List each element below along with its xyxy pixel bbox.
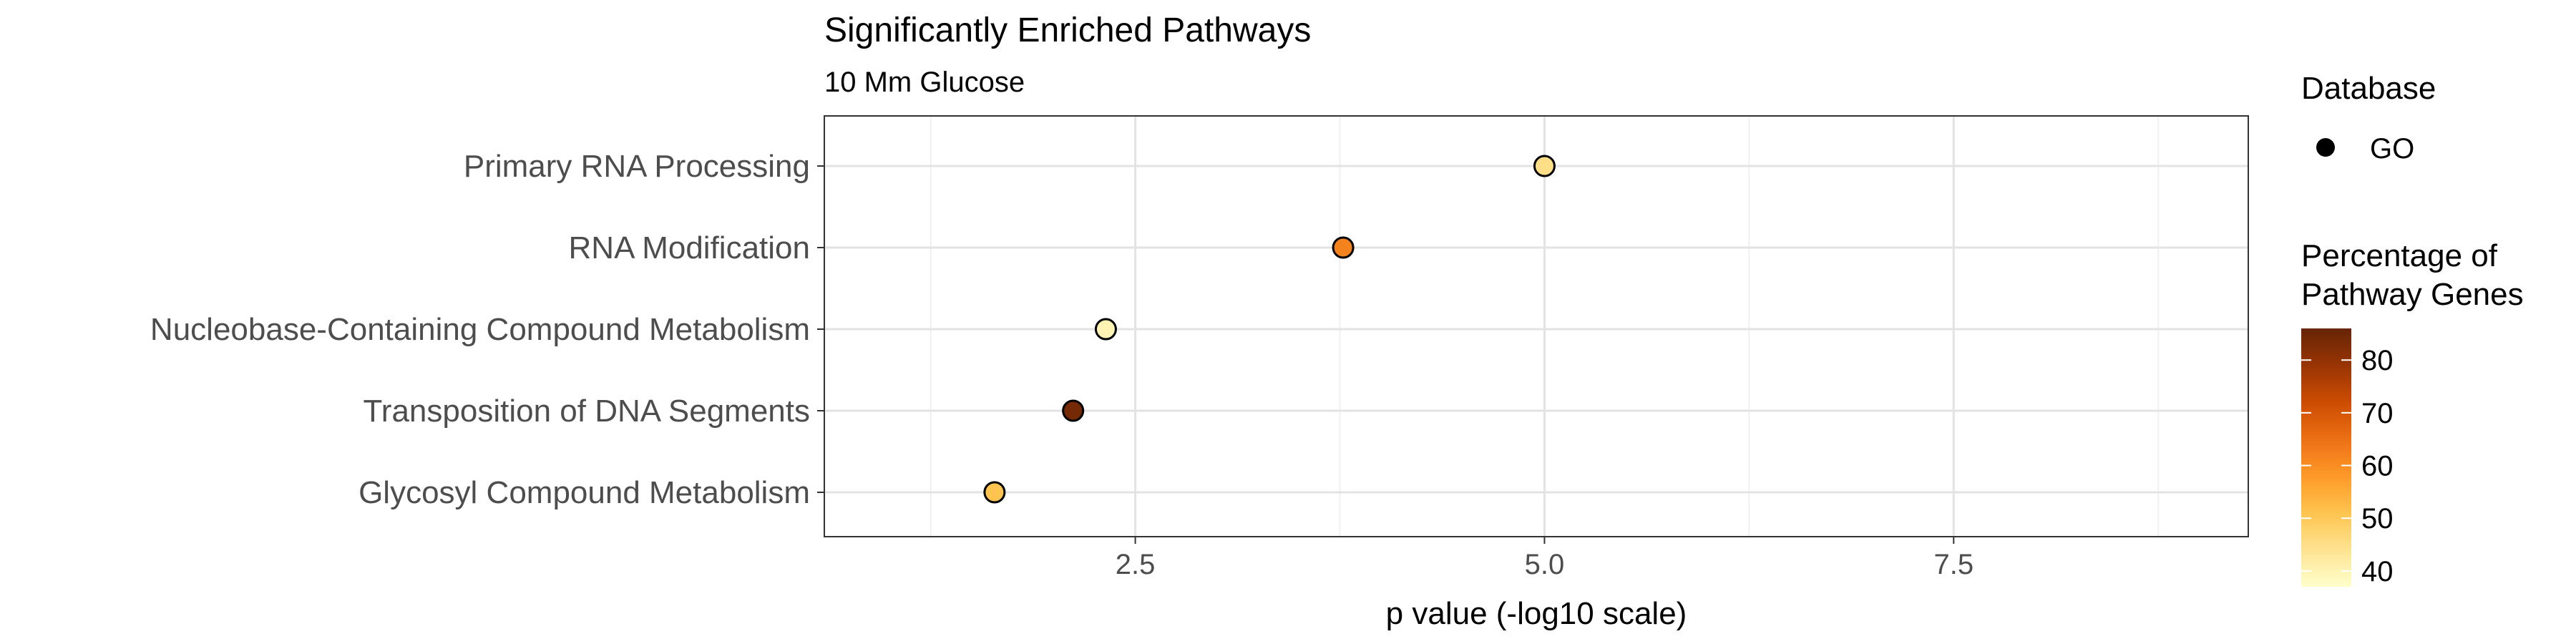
data-points bbox=[983, 155, 1556, 504]
plot-panel-border bbox=[824, 115, 2249, 537]
colorbar-tick-label-2: 60 bbox=[2361, 451, 2394, 482]
y-axis: Primary RNA Processing RNA Modification Nu… bbox=[150, 149, 824, 510]
y-tick-label-4: Glycosyl Compound Metabolism bbox=[358, 475, 810, 510]
y-tick-label-3: Transposition of DNA Segments bbox=[364, 394, 810, 429]
grid-minor-lines bbox=[930, 116, 2160, 537]
data-point-2 bbox=[1094, 318, 1117, 341]
plot-panel-background bbox=[824, 116, 2248, 537]
colorbar-tick-label-3: 70 bbox=[2361, 398, 2394, 429]
legend-shape-label: GO bbox=[2370, 133, 2414, 165]
y-tick-label-0: Primary RNA Processing bbox=[464, 149, 810, 184]
data-point-1 bbox=[1332, 236, 1355, 259]
legend-colorbar-ticks: 40 50 60 70 80 bbox=[2301, 345, 2394, 587]
chart-title: Significantly Enriched Pathways bbox=[824, 11, 1311, 49]
colorbar-tick-label-4: 80 bbox=[2361, 345, 2394, 376]
data-point-3 bbox=[1062, 399, 1085, 422]
data-point-0 bbox=[1533, 155, 1556, 177]
colorbar-tick-label-0: 40 bbox=[2361, 556, 2394, 587]
legend-shape-swatch bbox=[2316, 138, 2335, 157]
colorbar-tick-label-1: 50 bbox=[2361, 503, 2394, 535]
chart-subtitle: 10 Mm Glucose bbox=[824, 67, 1025, 98]
legend-color-title-line-2: Pathway Genes bbox=[2301, 277, 2524, 312]
x-tick-label-0: 2.5 bbox=[1116, 549, 1156, 580]
x-axis: 2.5 5.0 7.5 bbox=[1116, 537, 1974, 580]
legend-color-title-line-1: Percentage of bbox=[2301, 238, 2498, 273]
x-axis-title: p value (-log10 scale) bbox=[1386, 596, 1687, 631]
data-point-4 bbox=[983, 481, 1006, 504]
grid-major-lines bbox=[824, 116, 2248, 537]
legend-colorbar bbox=[2301, 328, 2351, 587]
y-tick-label-1: RNA Modification bbox=[569, 230, 810, 265]
legend: Database GO Percentage of Pathway Genes … bbox=[2301, 71, 2524, 587]
legend-shape-title: Database bbox=[2301, 71, 2436, 106]
x-tick-label-1: 5.0 bbox=[1525, 549, 1565, 580]
legend-color-title: Percentage of Pathway Genes bbox=[2301, 238, 2524, 312]
y-tick-label-2: Nucleobase-Containing Compound Metabolis… bbox=[150, 312, 810, 347]
x-tick-label-2: 7.5 bbox=[1933, 549, 1974, 580]
